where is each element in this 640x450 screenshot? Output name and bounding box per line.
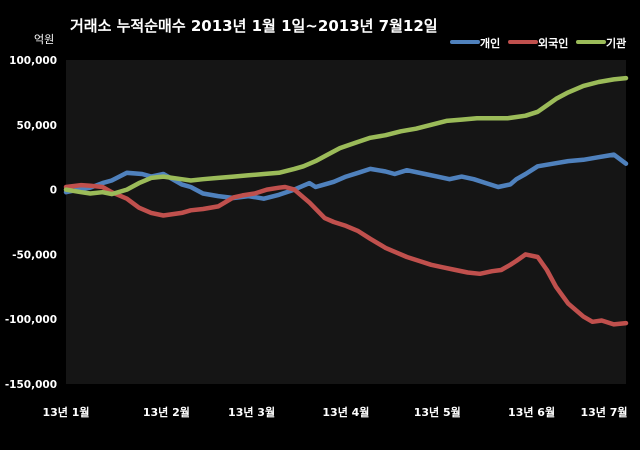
legend-label-2: 기관: [606, 36, 626, 50]
x-tick-label: 13년 4월: [322, 405, 369, 419]
x-tick-label: 13년 7월: [580, 405, 627, 419]
chart-title: 거래소 누적순매수 2013년 1월 1일~2013년 7월12일: [70, 17, 438, 35]
x-tick-label: 13년 2월: [143, 405, 190, 419]
unit-label: 억원: [34, 33, 54, 46]
legend-label-0: 개인: [480, 36, 500, 50]
y-tick-label: -100,000: [5, 314, 57, 326]
series-line-1: [63, 182, 629, 327]
x-tick-label: 13년 1월: [42, 405, 89, 419]
y-tick-label: 50,000: [16, 120, 57, 132]
legend: 개인 외국인 기관: [450, 36, 626, 50]
x-tick-label: 13년 5월: [414, 405, 461, 419]
series-line-2: [63, 75, 629, 197]
x-tick-label: 13년 3월: [228, 405, 275, 419]
series-layer: [63, 75, 629, 327]
legend-label-1: 외국인: [538, 36, 568, 50]
x-axis: 13년 1월 13년 2월 13년 3월 13년 4월 13년 5월 13년 6월 13년 …: [42, 405, 627, 419]
y-tick-label: 0: [50, 185, 57, 197]
y-tick-label: -150,000: [5, 379, 57, 391]
y-tick-label: -50,000: [12, 249, 57, 261]
x-tick-label: 13년 6월: [508, 405, 555, 419]
y-axis: 100,000 50,000 0 -50,000 -100,000 -150,000: [5, 55, 57, 391]
y-tick-label: 100,000: [9, 55, 57, 67]
